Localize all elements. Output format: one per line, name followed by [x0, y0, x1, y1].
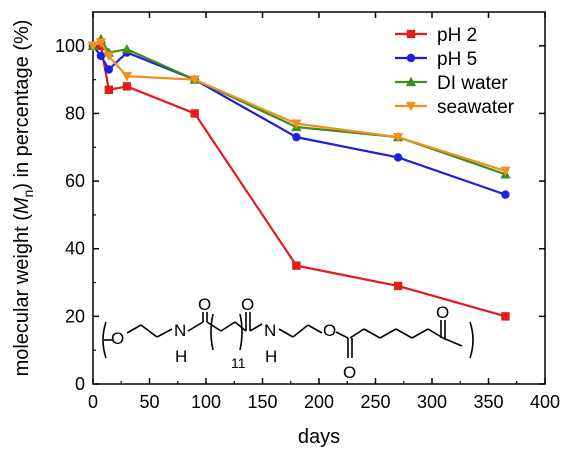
x-tick-label: 400 — [530, 392, 560, 412]
legend-marker — [406, 29, 416, 39]
y-axis-title: molecular weight (Mn) in percentage (%) — [11, 20, 36, 377]
chemical-structure — [102, 312, 474, 359]
data-point — [189, 75, 200, 85]
x-tick-label: 100 — [191, 392, 221, 412]
svg-text:O: O — [343, 363, 356, 382]
y-tick-label: 100 — [55, 36, 85, 56]
data-point — [393, 281, 403, 291]
legend-marker — [406, 53, 416, 63]
legend-label: pH 2 — [437, 25, 477, 46]
svg-text:N: N — [264, 321, 276, 340]
series-ph-5 — [88, 41, 510, 199]
data-point — [501, 312, 510, 321]
data-point — [190, 109, 199, 118]
data-point — [96, 51, 106, 61]
x-axis-title: days — [298, 426, 340, 448]
y-tick-label: 60 — [65, 171, 85, 191]
y-tick-label: 20 — [65, 306, 85, 326]
data-point — [104, 85, 114, 94]
plot-frame — [92, 11, 546, 385]
data-point — [122, 82, 132, 91]
data-point — [393, 153, 403, 162]
legend-item: pH 5 — [395, 49, 477, 70]
legend: pH 2 pH 5 DI water seawater — [395, 25, 515, 118]
data-point — [103, 51, 115, 62]
data-point — [500, 166, 511, 177]
x-tick-label: 200 — [304, 392, 334, 412]
y-tick-labels: 0 20 40 60 80 100 — [55, 36, 85, 394]
legend-item: DI water — [395, 73, 508, 94]
series-seawater — [87, 38, 511, 177]
chemical-structure-labels: O N H O 11 O N H O O O — [111, 295, 449, 382]
x-tick-label: 250 — [360, 392, 390, 412]
data-point — [121, 44, 133, 54]
series-layer — [87, 33, 511, 321]
svg-text:N: N — [174, 321, 186, 340]
x-tick-label: 350 — [473, 392, 503, 412]
x-tick-label: 300 — [417, 392, 447, 412]
data-point — [291, 119, 302, 129]
svg-text:O: O — [111, 329, 124, 348]
svg-text:11: 11 — [231, 355, 246, 371]
y-tick-label: 80 — [65, 103, 85, 123]
x-tick-labels: 0 50 100 150 200 250 300 350 400 — [88, 392, 560, 412]
svg-text:O: O — [198, 295, 211, 314]
legend-label: pH 5 — [437, 49, 477, 70]
axis-ticks — [92, 12, 546, 385]
legend-item: seawater — [395, 97, 515, 118]
legend-label: DI water — [437, 73, 508, 94]
legend-marker — [405, 76, 417, 87]
svg-text:O: O — [436, 303, 449, 322]
data-point — [292, 261, 301, 270]
y-tick-label: 0 — [75, 374, 85, 394]
legend-item: pH 2 — [395, 25, 477, 46]
svg-text:O: O — [241, 295, 254, 314]
data-point — [87, 41, 99, 52]
x-tick-label: 150 — [247, 392, 277, 412]
x-tick-label: 0 — [88, 392, 98, 412]
svg-text:H: H — [265, 347, 277, 366]
data-point — [292, 132, 301, 142]
data-point — [121, 72, 133, 82]
svg-text:H: H — [175, 347, 187, 366]
data-point — [501, 190, 510, 199]
svg-text:O: O — [323, 321, 336, 340]
data-point — [104, 65, 114, 74]
x-tick-label: 50 — [139, 392, 159, 412]
legend-marker — [405, 101, 417, 112]
y-tick-label: 40 — [65, 239, 85, 259]
legend-label: seawater — [437, 97, 515, 118]
data-point — [95, 38, 107, 48]
data-point — [392, 132, 404, 143]
